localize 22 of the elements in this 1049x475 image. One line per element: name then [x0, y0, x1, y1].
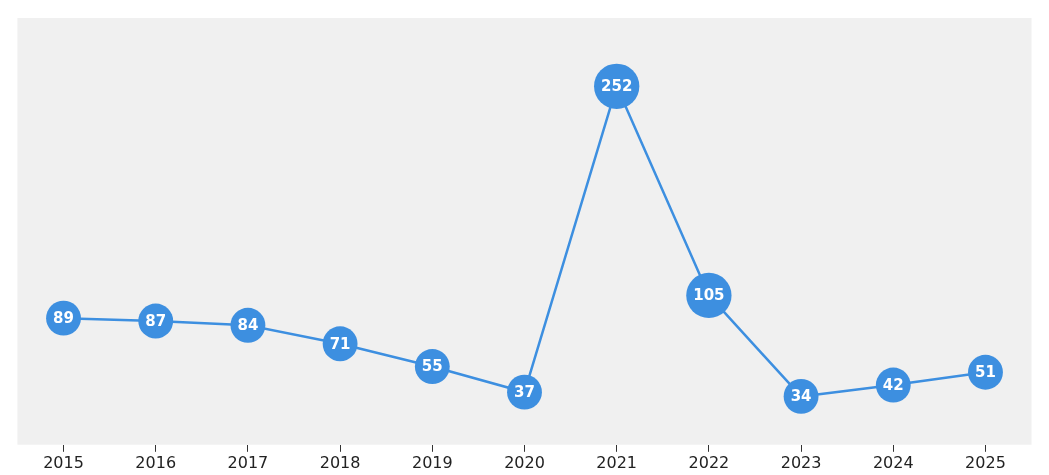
data-label: 89 [53, 309, 74, 328]
data-label: 34 [790, 387, 812, 406]
x-tick-label: 2021 [596, 452, 638, 472]
x-tick-label: 2023 [780, 452, 822, 472]
data-label: 71 [329, 334, 351, 353]
data-label: 87 [145, 311, 167, 330]
x-tick-label: 2018 [319, 452, 361, 472]
x-tick-label: 2025 [965, 452, 1006, 472]
x-tick-label: 2024 [872, 452, 914, 472]
data-label: 105 [693, 286, 725, 305]
data-label: 37 [514, 383, 535, 402]
data-label: 42 [882, 375, 904, 394]
x-tick-label: 2022 [688, 452, 730, 472]
x-tick-label: 2020 [504, 452, 545, 472]
data-label: 252 [601, 77, 633, 96]
x-tick-label: 2019 [411, 452, 453, 472]
data-label: 84 [237, 316, 259, 335]
x-tick-label: 2016 [135, 452, 177, 472]
data-label: 55 [421, 357, 443, 376]
x-tick-label: 2017 [227, 452, 269, 472]
x-tick-label: 2015 [43, 452, 84, 472]
data-label: 51 [975, 363, 996, 382]
